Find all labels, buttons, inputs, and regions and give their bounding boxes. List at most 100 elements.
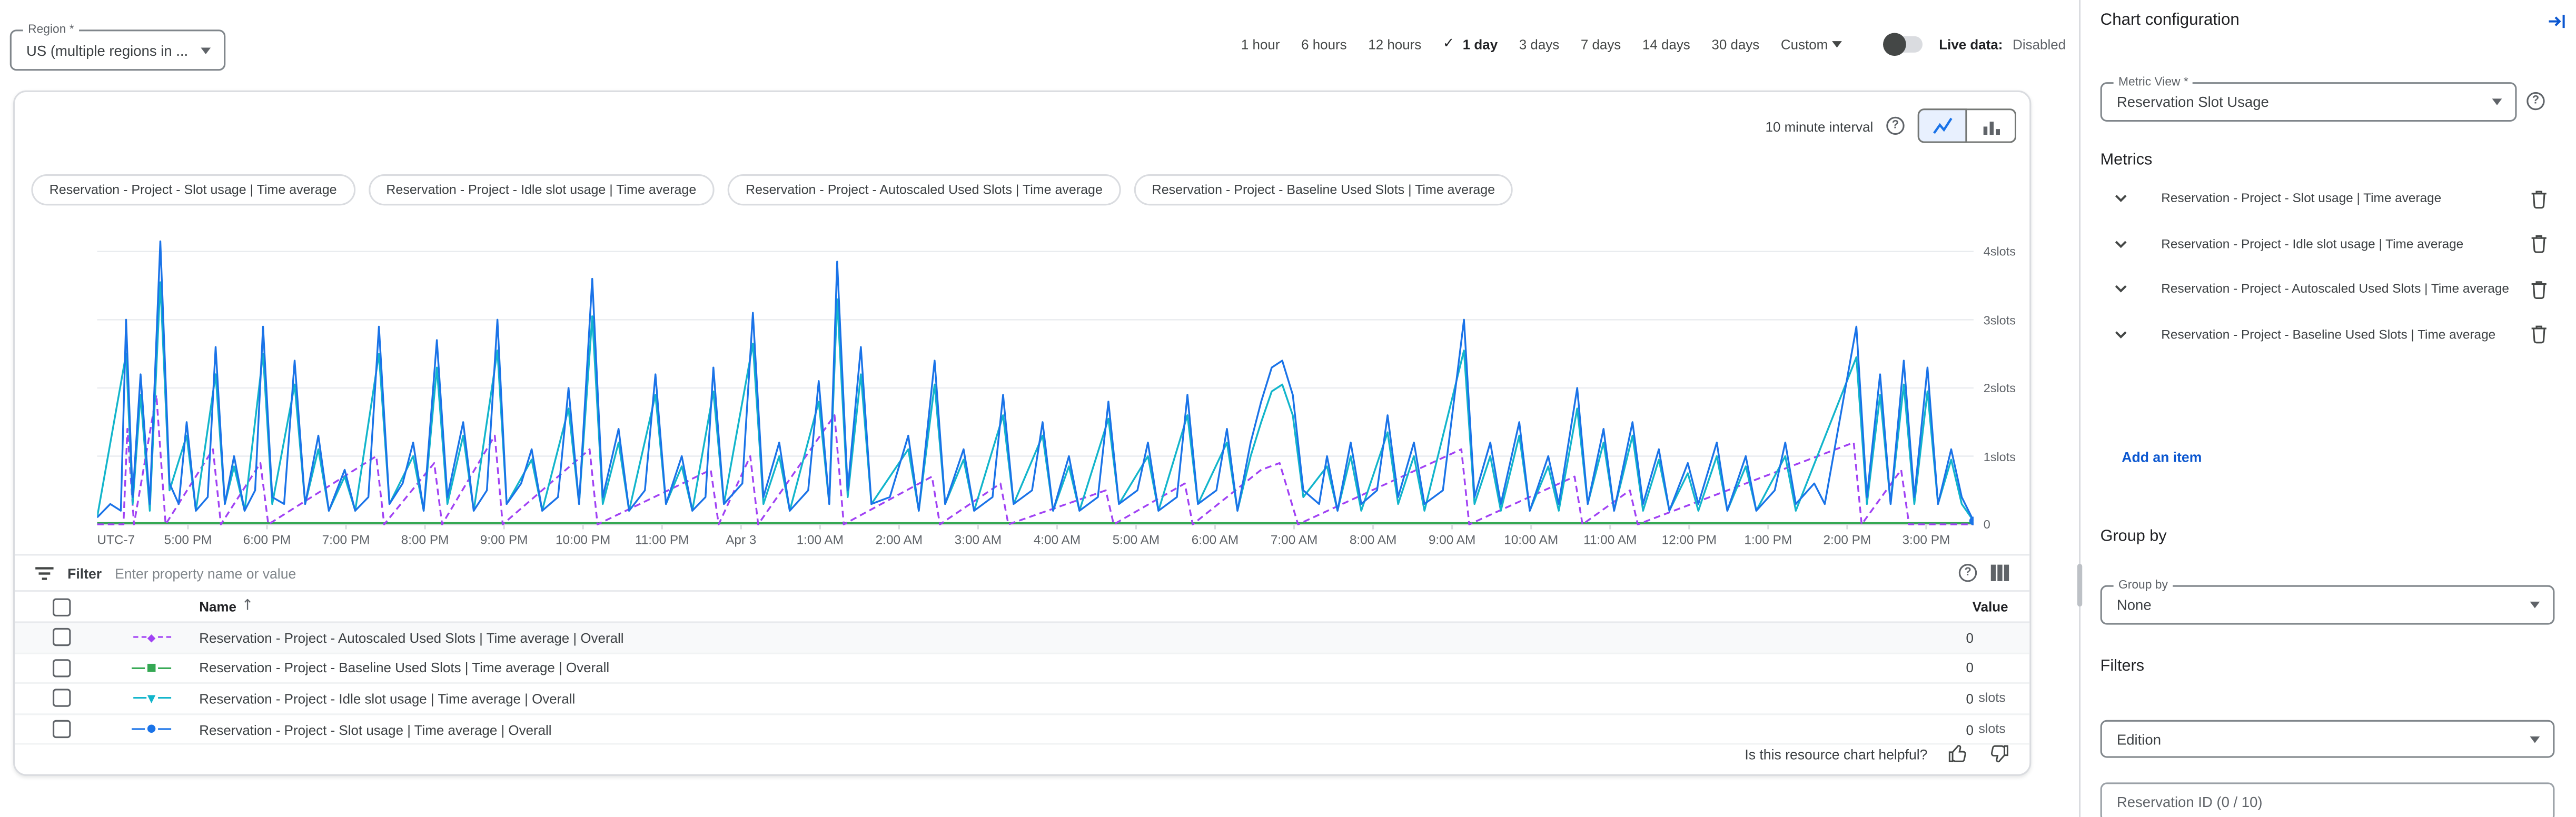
legend-chip-idle-slot-usage[interactable]: Reservation - Project - Idle slot usage … xyxy=(368,174,715,206)
row-checkbox[interactable] xyxy=(53,628,71,647)
time-range-1-hour[interactable]: 1 hour xyxy=(1241,36,1280,53)
y-axis-label: 1slots xyxy=(1983,449,2016,464)
metric-item-idle-slot-usage[interactable]: Reservation - Project - Idle slot usage … xyxy=(2101,231,2565,256)
row-checkbox[interactable] xyxy=(53,689,71,708)
scrollbar-thumb[interactable] xyxy=(2077,564,2083,607)
sort-ascending-icon[interactable]: ↑ xyxy=(241,598,254,615)
custom-label: Custom xyxy=(1780,36,1828,53)
value-column-header: Value xyxy=(1972,598,2008,615)
collapse-panel-icon[interactable] xyxy=(2547,12,2567,31)
chevron-down-icon[interactable] xyxy=(2114,191,2128,205)
interval-label: 10 minute interval xyxy=(1765,117,1874,134)
y-axis-label: 0 xyxy=(1983,517,1990,532)
interval-row: 10 minute interval ? xyxy=(1766,108,2017,143)
series-value: 0 xyxy=(1966,721,1974,738)
chevron-down-icon xyxy=(2530,735,2540,742)
chart-card: 10 minute interval ? Reservation - Proje… xyxy=(13,90,2032,776)
delete-metric-icon[interactable] xyxy=(2530,188,2548,208)
group-by-select[interactable]: Group by None xyxy=(2100,577,2555,625)
legend-chip-autoscaled-used-slots[interactable]: Reservation - Project - Autoscaled Used … xyxy=(727,174,1121,206)
series-name: Reservation - Project - Slot usage | Tim… xyxy=(199,721,552,738)
series-marker-icon: ■ xyxy=(130,663,173,673)
time-range-custom[interactable]: Custom xyxy=(1781,36,1843,53)
select-all-checkbox[interactable] xyxy=(53,597,71,616)
help-icon[interactable]: ? xyxy=(1958,564,1977,582)
metric-item-baseline-used-slots[interactable]: Reservation - Project - Baseline Used Sl… xyxy=(2101,321,2565,346)
x-axis-label: 6:00 AM xyxy=(1191,532,1239,547)
x-axis-label: 6:00 PM xyxy=(243,532,291,547)
metric-view-value: Reservation Slot Usage xyxy=(2116,93,2269,111)
help-icon[interactable]: ? xyxy=(1886,116,1905,135)
series-value: 0 xyxy=(1966,660,1974,676)
x-axis-label: 2:00 PM xyxy=(1823,532,1871,547)
live-data-group: Live data: Disabled xyxy=(1883,33,2066,56)
time-range-30-days[interactable]: 30 days xyxy=(1711,36,1760,53)
live-data-toggle[interactable] xyxy=(1883,33,1923,56)
chevron-down-icon xyxy=(2492,98,2502,105)
row-checkbox[interactable] xyxy=(53,720,71,739)
region-select-label: Region * xyxy=(23,21,80,36)
delete-metric-icon[interactable] xyxy=(2530,324,2548,344)
time-range-14-days[interactable]: 14 days xyxy=(1642,36,1690,53)
chart-type-toggle xyxy=(1917,108,2017,143)
x-axis-label: 8:00 PM xyxy=(401,532,449,547)
column-settings-icon[interactable] xyxy=(1990,564,2010,582)
x-axis-label: 5:00 AM xyxy=(1112,532,1160,547)
thumbs-down-button[interactable] xyxy=(1988,743,2010,764)
reservation-id-filter[interactable]: Reservation ID (0 / 10) xyxy=(2100,782,2555,817)
x-axis-label: 11:00 PM xyxy=(635,532,689,547)
filter-icon xyxy=(35,565,55,581)
chevron-down-icon[interactable] xyxy=(2114,326,2128,341)
table-row-autoscaled-used-slots[interactable]: ◆ Reservation - Project - Autoscaled Use… xyxy=(15,623,2030,654)
metric-list: Reservation - Project - Slot usage | Tim… xyxy=(2101,186,2565,366)
table-row-idle-slot-usage[interactable]: ▼ Reservation - Project - Idle slot usag… xyxy=(15,684,2030,715)
series-unit: slots xyxy=(1978,691,2006,706)
time-range-12-hours[interactable]: 12 hours xyxy=(1368,36,1422,53)
filter-input[interactable] xyxy=(115,564,1946,581)
x-axis-label: 4:00 AM xyxy=(1033,532,1081,547)
slot-usage-line-chart[interactable] xyxy=(97,232,1974,534)
group-by-heading: Group by xyxy=(2100,527,2167,546)
metric-item-autoscaled-used-slots[interactable]: Reservation - Project - Autoscaled Used … xyxy=(2101,276,2565,301)
time-range-1-day[interactable]: 1 day xyxy=(1443,36,1498,53)
x-axis-label: 3:00 AM xyxy=(954,532,1002,547)
edition-filter-select[interactable]: Edition xyxy=(2100,720,2555,758)
region-select[interactable]: Region * US (multiple regions in ... xyxy=(9,21,226,71)
chart-configuration-panel: Chart configuration Metric View * Reserv… xyxy=(2077,0,2576,817)
table-row-baseline-used-slots[interactable]: ■ Reservation - Project - Baseline Used … xyxy=(15,654,2030,684)
bar-chart-icon xyxy=(1983,121,1999,134)
x-axis-label: 1:00 AM xyxy=(796,532,844,547)
time-range-6-hours[interactable]: 6 hours xyxy=(1301,36,1347,53)
x-axis-label: UTC-7 xyxy=(97,532,135,547)
metric-item-slot-usage[interactable]: Reservation - Project - Slot usage | Tim… xyxy=(2101,186,2565,211)
filter-label: Filter xyxy=(67,564,102,581)
line-chart-toggle-button[interactable] xyxy=(1917,108,1967,143)
metric-view-select[interactable]: Metric View * Reservation Slot Usage xyxy=(2100,74,2517,122)
time-range-7-days[interactable]: 7 days xyxy=(1580,36,1621,53)
metric-view-label: Metric View * xyxy=(2113,74,2194,89)
row-checkbox[interactable] xyxy=(53,659,71,677)
delete-metric-icon[interactable] xyxy=(2530,233,2548,253)
help-icon[interactable]: ? xyxy=(2527,92,2545,111)
chevron-down-icon xyxy=(201,46,211,54)
series-value: 0 xyxy=(1966,629,1974,646)
legend-chip-slot-usage[interactable]: Reservation - Project - Slot usage | Tim… xyxy=(31,174,355,206)
series-unit: slots xyxy=(1978,722,2006,737)
chevron-down-icon[interactable] xyxy=(2114,281,2128,296)
region-select-value: US (multiple regions in ... xyxy=(26,42,189,58)
add-an-item-button[interactable]: Add an item xyxy=(2122,449,2202,465)
legend-chip-baseline-used-slots[interactable]: Reservation - Project - Baseline Used Sl… xyxy=(1134,174,1513,206)
chevron-down-icon[interactable] xyxy=(2114,236,2128,251)
y-axis-label: 2slots xyxy=(1983,380,2016,396)
x-axis-label: 2:00 AM xyxy=(875,532,923,547)
table-row-slot-usage[interactable]: ● Reservation - Project - Slot usage | T… xyxy=(15,715,2030,745)
name-column-header[interactable]: Name xyxy=(199,598,236,615)
x-axis-label: 7:00 PM xyxy=(322,532,370,547)
series-value: 0 xyxy=(1966,690,1974,707)
thumbs-up-button[interactable] xyxy=(1947,743,1969,764)
time-range-3-days[interactable]: 3 days xyxy=(1519,36,1560,53)
bar-chart-toggle-button[interactable] xyxy=(1967,108,2017,143)
delete-metric-icon[interactable] xyxy=(2530,278,2548,298)
edition-filter-value: Edition xyxy=(2116,731,2162,748)
series-marker-icon: ▼ xyxy=(130,693,173,704)
